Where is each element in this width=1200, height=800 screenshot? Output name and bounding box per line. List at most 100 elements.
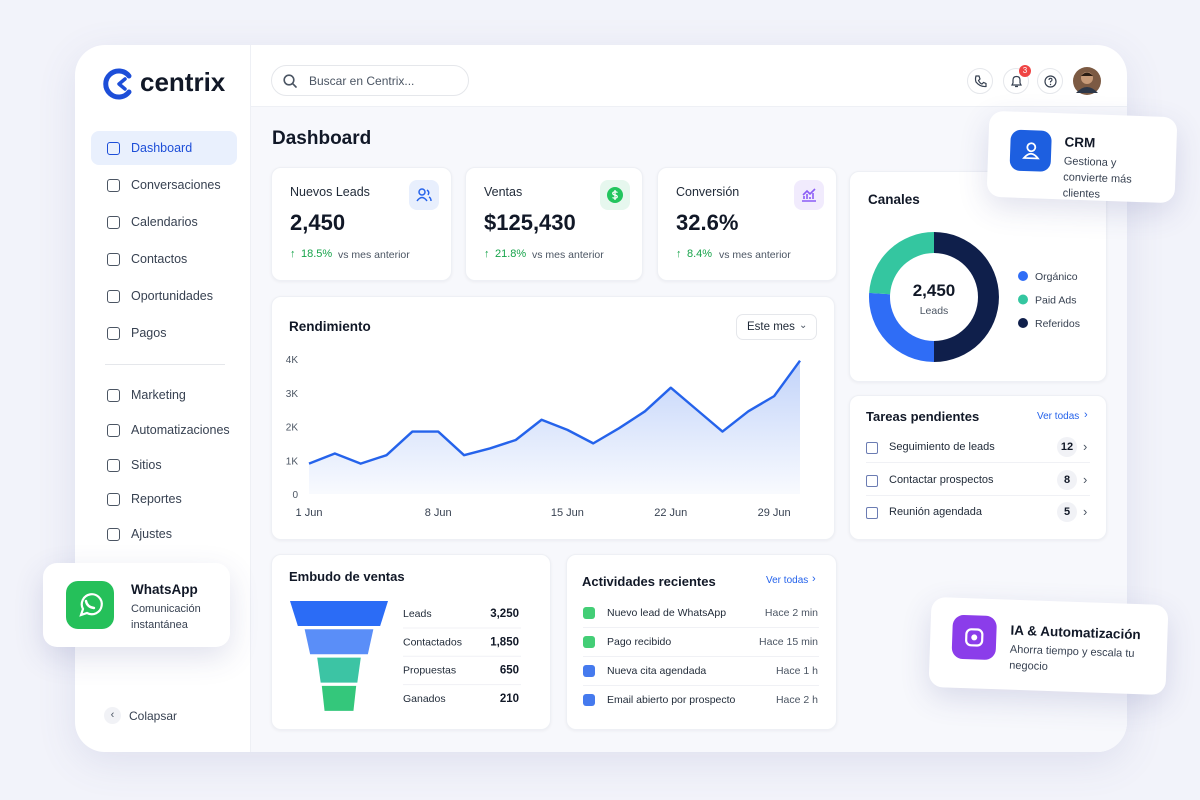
promo-title: IA & Automatización [1010, 622, 1141, 643]
nav-label: Calendarios [131, 215, 198, 229]
collapse-label: Colapsar [129, 709, 178, 723]
nav-item[interactable]: Calendarios [91, 205, 237, 239]
nav-item[interactable]: Oportunidades [91, 279, 237, 313]
nav-item[interactable]: Sitios [91, 448, 237, 482]
task-count: 5 [1057, 502, 1077, 522]
task-checkbox[interactable] [866, 507, 878, 519]
search-box[interactable]: Buscar en Centrix... [271, 65, 469, 96]
promo-icon [66, 581, 114, 629]
topbar-divider [251, 106, 1127, 107]
user-avatar[interactable] [1073, 67, 1101, 95]
activity-time: Hace 1 h [775, 665, 818, 677]
promo-icon [1009, 129, 1052, 172]
collapse-button[interactable]: ‹ Colapsar [104, 706, 204, 726]
nav-label: Sitios [131, 457, 162, 472]
kpi-value: 32.6% [676, 210, 739, 235]
kpi-icon [600, 180, 630, 210]
collapse-icon: ‹ [104, 707, 121, 724]
view-all-link[interactable]: Ver todas [1037, 411, 1080, 422]
nav-label: Oportunidades [131, 289, 214, 303]
help-button[interactable] [1037, 68, 1063, 94]
icon-part [802, 188, 816, 202]
help-icon [1044, 75, 1057, 88]
bell-icon [1011, 75, 1022, 88]
promo-title: WhatsApp [131, 582, 198, 597]
kpi-change: 18.5% [301, 248, 333, 260]
task-checkbox[interactable] [866, 442, 878, 454]
nav-item[interactable]: Dashboard [91, 131, 237, 165]
page-title: Dashboard [272, 128, 372, 149]
view-all-link[interactable]: Ver todas [766, 575, 809, 586]
task-label: Reunión agendada [889, 506, 982, 518]
nav-icon [107, 423, 120, 437]
row-divider [583, 627, 819, 628]
dropdown-caret: ⌄ [799, 320, 808, 331]
phone-icon [974, 75, 987, 88]
nav-icon [107, 179, 120, 192]
nav-icon [107, 458, 120, 472]
promo-card: CRM Gestiona y convierte más clientes [986, 110, 1178, 204]
activity-icon [583, 607, 595, 619]
funnel-card: Embudo de ventas [271, 554, 551, 730]
card-title: Tareas pendientes [866, 409, 980, 424]
kpi-change: 21.8% [495, 248, 527, 260]
icon-part [416, 189, 432, 202]
kpi-card: Conversión 32.6% ↑ 8.4% vs mes anterior [657, 167, 837, 281]
nav-label: Pagos [131, 326, 167, 340]
task-chevron: › [1083, 471, 1088, 487]
icon-part [965, 628, 984, 647]
channels-card: Canales [849, 171, 1107, 382]
dropdown-label: Este mes [747, 321, 795, 333]
activity-text: Nuevo lead de WhatsApp [607, 607, 727, 619]
icon-part [418, 188, 426, 196]
nav-item[interactable]: Marketing [91, 378, 237, 412]
task-chevron: › [1083, 504, 1088, 519]
kpi-icon-glyph [802, 188, 816, 202]
activities-card: Actividades recientes Ver todas › Nuevo lea… [566, 554, 837, 730]
kpi-note: vs mes anterior [532, 249, 604, 261]
task-count: 8 [1057, 469, 1077, 490]
task-checkbox[interactable] [866, 474, 878, 487]
call-button[interactable] [967, 68, 993, 94]
sidebar-divider [105, 364, 225, 365]
kpi-label: Ventas [484, 185, 523, 199]
nav-icon [107, 528, 120, 541]
nav-item[interactable]: Ajustes [91, 517, 237, 551]
activity-time: Hace 2 h [775, 694, 818, 706]
row-divider [866, 494, 1090, 496]
chart-title: Embudo de ventas [289, 569, 405, 584]
nav-item[interactable]: Reportes [91, 482, 237, 516]
logo-icon [103, 68, 132, 100]
task-label: Seguimiento de leads [889, 441, 995, 453]
nav-item[interactable]: Pagos [91, 316, 237, 350]
notifications-button[interactable] [1003, 68, 1029, 94]
activity-text: Pago recibido [607, 636, 672, 648]
kpi-label: Conversión [676, 185, 740, 199]
card-title: Actividades recientes [582, 574, 716, 589]
icon-part [84, 599, 96, 610]
link-chevron: › [812, 573, 816, 585]
nav-label: Reportes [131, 492, 182, 507]
kpi-arrow: ↑ [676, 248, 682, 260]
nav-label: Ajustes [131, 527, 172, 541]
task-count: 12 [1057, 437, 1077, 457]
task-label: Contactar prospectos [889, 473, 994, 486]
nav-label: Automatizaciones [131, 422, 230, 437]
kpi-arrow: ↑ [484, 248, 490, 260]
nav-item[interactable]: Automatizaciones [91, 413, 237, 447]
kpi-value: 2,450 [290, 210, 346, 235]
nav-label: Dashboard [131, 141, 193, 155]
nav-item[interactable]: Contactos [91, 242, 237, 276]
whatsapp-glyph [79, 593, 103, 617]
period-dropdown[interactable]: Este mes ⌄ [736, 314, 817, 340]
activity-time: Hace 15 min [759, 636, 818, 648]
brand-name: centrix [140, 67, 226, 97]
search-placeholder: Buscar en Centrix... [309, 74, 415, 88]
icon-part [1026, 142, 1037, 153]
ai-glyph [965, 628, 984, 647]
promo-card: IA & Automatización Ahorra tiempo y escal… [928, 596, 1169, 696]
link-chevron: › [1084, 409, 1088, 421]
kpi-note: vs mes anterior [338, 249, 410, 261]
nav-item[interactable]: Conversaciones [91, 168, 237, 202]
nav-icon [107, 142, 120, 155]
